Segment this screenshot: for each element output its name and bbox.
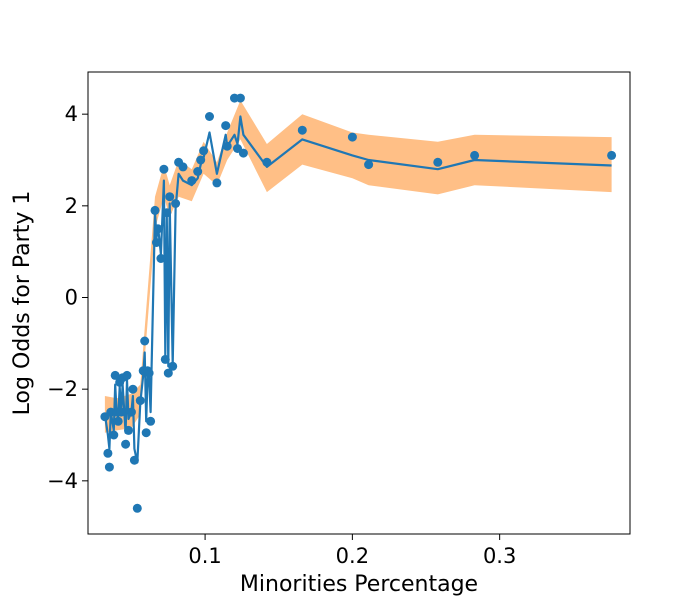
data-point [129,455,139,465]
data-point [205,112,214,121]
data-point [163,368,173,378]
data-point [235,93,245,103]
data-point [199,146,209,156]
y-axis: −4 −2 0 2 4 [47,102,88,493]
data-point [104,462,114,472]
data-point [196,155,206,165]
x-axis-label: Minorities Percentage [240,572,478,597]
data-point [109,430,119,440]
x-axis: 0.1 0.2 0.3 [188,534,516,568]
data-point [262,157,272,167]
y-tick-label: 4 [65,102,78,126]
data-point [433,157,443,167]
data-point [150,205,160,215]
data-points [100,93,617,513]
data-point [153,224,163,234]
data-point [222,141,232,151]
data-point [171,199,181,208]
data-point [135,396,145,406]
data-point [165,192,175,202]
data-point [347,132,357,142]
y-axis-label: Log Odds for Party 1 [10,191,35,416]
data-point [238,148,248,158]
confidence-band-area [104,100,612,433]
data-point [187,176,197,186]
data-point [128,384,138,394]
data-point [113,416,123,426]
y-tick-label: 2 [65,194,78,218]
data-point [193,167,203,176]
data-point [126,407,136,417]
data-point [152,238,161,247]
data-point [607,150,617,160]
data-point [156,254,166,263]
data-point [297,125,307,135]
y-tick-label: 0 [65,286,78,310]
confidence-band [104,100,612,433]
data-point [140,336,150,346]
data-point [470,150,480,160]
data-point [141,428,151,438]
data-point [212,178,222,188]
x-tick-label: 0.1 [188,544,221,568]
data-point [168,361,178,371]
data-point [116,407,126,417]
data-point [221,121,231,131]
x-tick-label: 0.3 [483,544,516,568]
data-point [162,208,172,218]
data-point [146,416,156,426]
data-point [159,164,169,174]
data-point [110,370,120,380]
data-point [144,368,154,378]
data-point [121,439,131,449]
y-tick-label: −2 [47,377,78,401]
data-point [160,354,170,364]
plot-frame [87,71,631,535]
x-tick-label: 0.2 [336,544,369,568]
data-point [364,160,374,170]
data-point [122,370,132,380]
data-point [132,503,142,513]
data-point [178,162,188,172]
data-point [124,425,133,435]
y-tick-label: −4 [47,469,78,493]
data-point [103,448,113,458]
